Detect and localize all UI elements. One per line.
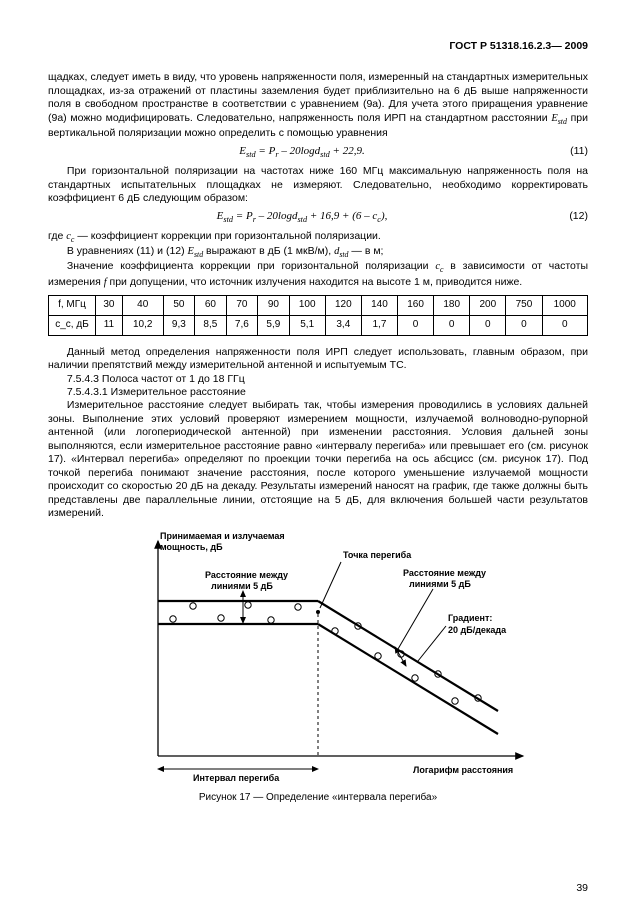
figure-caption: Рисунок 17 — Определение «интервала пере…	[48, 792, 588, 805]
svg-text:Принимаемая и излучаемая: Принимаемая и излучаемая	[160, 531, 285, 541]
svg-text:Расстояние между: Расстояние между	[205, 570, 288, 580]
svg-text:20 дБ/декада: 20 дБ/декада	[448, 625, 507, 635]
equation-12: Estd = Pr – 20logdstd + 16,9 + (6 – cc),…	[48, 209, 588, 226]
svg-text:мощность, дБ: мощность, дБ	[160, 542, 223, 552]
svg-text:Точка перегиба: Точка перегиба	[343, 550, 412, 560]
correction-table: f, МГц 304050607090100120140160180200750…	[48, 295, 588, 336]
svg-text:Расстояние между: Расстояние между	[403, 568, 486, 578]
svg-text:линиями 5 дБ: линиями 5 дБ	[409, 579, 471, 589]
figure-17: Точка перегиба Принимаемая и излучаемая …	[48, 526, 588, 786]
paragraph-3c: Значение коэффициента коррекции при гори…	[48, 260, 588, 289]
table-row: c_c, дБ 1110,29,38,57,65,95,13,41,700000	[49, 315, 588, 335]
paragraph-1: щадках, следует иметь в виду, что уровен…	[48, 71, 588, 140]
row-label: f, МГц	[49, 296, 96, 316]
table-row: f, МГц 304050607090100120140160180200750…	[49, 296, 588, 316]
page-number: 39	[576, 882, 588, 895]
row-label: c_c, дБ	[49, 315, 96, 335]
paragraph-4: Данный метод определения напряженности п…	[48, 346, 588, 373]
svg-text:Градиент:: Градиент:	[448, 613, 492, 623]
document-header: ГОСТ Р 51318.16.2.3— 2009	[48, 40, 588, 53]
paragraph-3a: где cc — коэффициент коррекции при гориз…	[48, 230, 588, 245]
svg-text:Интервал перегиба: Интервал перегиба	[193, 773, 280, 783]
svg-text:линиями 5 дБ: линиями 5 дБ	[211, 581, 273, 591]
paragraph-3b: В уравнениях (11) и (12) Estd выражают в…	[48, 245, 588, 260]
paragraph-6: 7.5.4.3.1 Измерительное расстояние	[48, 386, 588, 399]
equation-11: Estd = Pr – 20logdstd + 22,9. (11)	[48, 144, 588, 161]
svg-text:Логарифм расстояния: Логарифм расстояния	[413, 765, 513, 775]
paragraph-2: При горизонтальной поляризации на частот…	[48, 165, 588, 205]
paragraph-5: 7.5.4.3 Полоса частот от 1 до 18 ГГц	[48, 373, 588, 386]
paragraph-7: Измерительное расстояние следует выбират…	[48, 399, 588, 520]
